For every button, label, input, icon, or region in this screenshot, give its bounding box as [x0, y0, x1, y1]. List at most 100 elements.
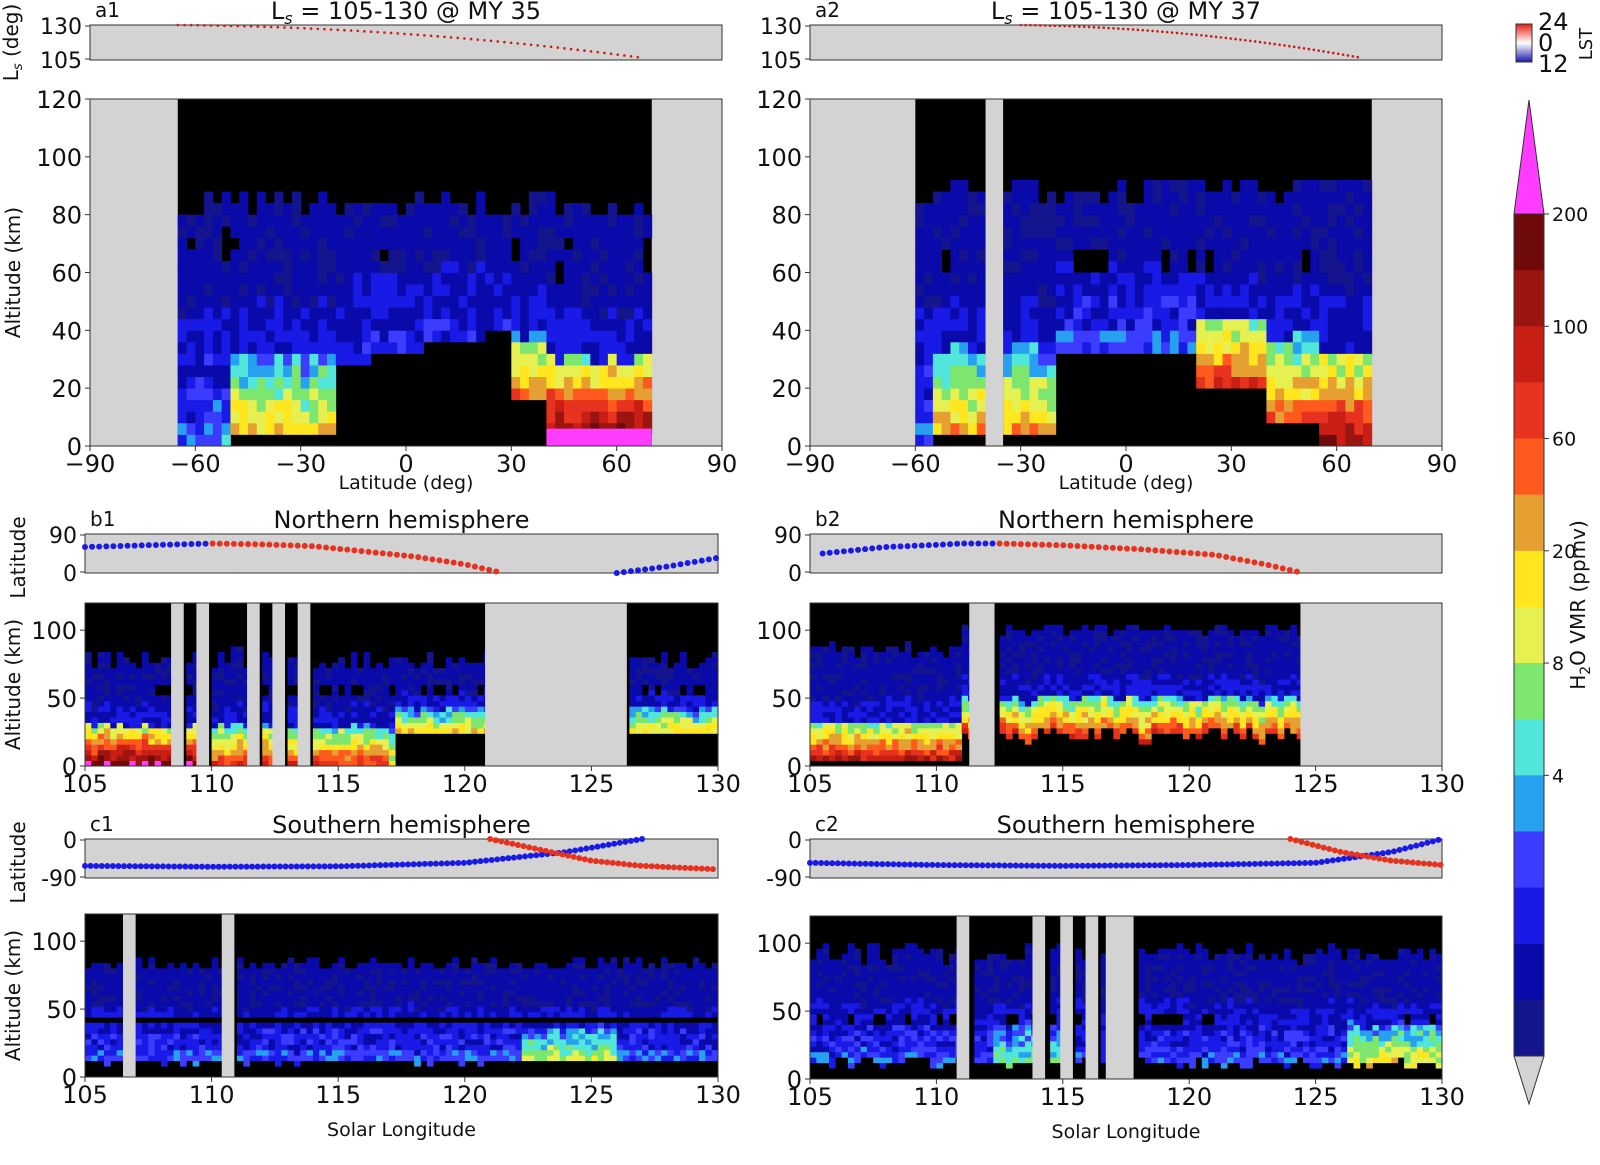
heatmap-cell: [1050, 646, 1057, 653]
heatmap-cell: [283, 422, 293, 435]
heatmap-cell: [248, 399, 258, 412]
heatmap-cell: [1220, 717, 1228, 723]
heatmap-cell: [414, 679, 421, 685]
heatmap-cell: [141, 689, 149, 696]
heatmap-cell: [135, 1033, 143, 1040]
heatmap-cell: [520, 365, 530, 377]
heatmap-cell: [1043, 630, 1051, 636]
heatmap-cell: [1024, 635, 1032, 642]
heatmap-cell: [841, 662, 849, 669]
heatmap-cell: [564, 411, 574, 424]
heatmap-cell: [581, 399, 591, 412]
heatmap-cell: [363, 657, 371, 664]
heatmap-cell: [1336, 203, 1346, 216]
heatmap-cell: [1363, 434, 1373, 447]
heatmap-cell: [635, 695, 643, 702]
heatmap-cell: [950, 307, 960, 320]
heatmap-cell: [1327, 249, 1338, 262]
x-axis-label-a2: Latitude (deg): [1059, 472, 1194, 494]
heatmap-cell: [1271, 711, 1279, 718]
heatmap-cell: [917, 689, 925, 696]
heatmap-cell: [452, 722, 459, 729]
heatmap-cell: [464, 689, 472, 696]
heatmap-cell: [110, 668, 118, 675]
x-tick-label: 110: [913, 770, 959, 798]
heatmap-cell: [1327, 226, 1338, 239]
heatmap-cell: [1024, 679, 1032, 685]
no-data-region: [90, 99, 178, 446]
heatmap-cell: [103, 968, 111, 975]
heatmap-cell: [335, 341, 345, 354]
heatmap-cell: [1050, 684, 1057, 691]
heatmap-cell: [955, 738, 963, 745]
heatmap-cell: [85, 684, 92, 691]
heatmap-cell: [420, 700, 428, 707]
heatmap-cell: [85, 1049, 92, 1056]
heatmap-cell: [1138, 673, 1146, 680]
heatmap-cell: [167, 706, 175, 713]
heatmap-cell: [1163, 711, 1171, 718]
heatmap-cell: [959, 295, 969, 308]
heatmap-cell: [699, 662, 706, 669]
heatmap-cell: [1363, 341, 1373, 354]
heatmap-cell: [432, 330, 442, 343]
heatmap-cell: [382, 695, 390, 702]
heatmap-cell: [572, 214, 582, 227]
heatmap-cell: [350, 744, 358, 751]
heatmap-cell: [239, 388, 249, 401]
heatmap-cell: [103, 662, 111, 669]
heatmap-cell: [941, 318, 951, 331]
heatmap-cell: [91, 1000, 99, 1007]
heatmap-cell: [268, 673, 276, 680]
heatmap-cell: [1100, 695, 1108, 702]
heatmap-cell: [1029, 365, 1039, 377]
heatmap-cell: [198, 1044, 206, 1051]
heatmap-cell: [1132, 717, 1140, 723]
heatmap-cell: [642, 662, 649, 669]
heatmap-cell: [1239, 630, 1247, 636]
heatmap-cell: [212, 353, 223, 366]
heatmap-cell: [1050, 651, 1057, 658]
heatmap-cell: [141, 733, 149, 740]
heatmap-cell: [192, 662, 200, 669]
heatmap-cell: [388, 260, 398, 273]
heatmap-cell: [1233, 700, 1241, 707]
heatmap-cell: [388, 318, 398, 331]
heatmap-cell: [1056, 673, 1064, 680]
heatmap-cell: [961, 635, 969, 642]
heatmap-cell: [1220, 706, 1228, 713]
heatmap-cell: [363, 684, 371, 691]
heatmap-cell: [1138, 717, 1146, 723]
heatmap-cell: [1012, 706, 1019, 713]
heatmap-cell: [816, 689, 824, 696]
heatmap-cell: [471, 668, 478, 675]
heatmap-cell: [471, 722, 478, 729]
heatmap-cell: [1345, 365, 1355, 377]
heatmap-cell: [572, 353, 582, 366]
heatmap-cell: [262, 668, 269, 675]
heatmap-cell: [205, 1000, 212, 1007]
heatmap-cell: [625, 237, 635, 250]
heatmap-cell: [1354, 203, 1364, 216]
heatmap-cell: [1043, 641, 1051, 647]
heatmap-cell: [936, 689, 944, 696]
heatmap-cell: [1073, 307, 1083, 320]
heatmap-cell: [1363, 295, 1373, 308]
title-part: = 105-130 @ MY 35: [293, 0, 541, 25]
heatmap-cell: [961, 668, 969, 675]
heatmap-cell: [129, 679, 137, 685]
heatmap-cell: [955, 657, 963, 664]
heatmap-cell: [91, 668, 99, 675]
heatmap-cell: [198, 990, 206, 996]
heatmap-cell: [835, 749, 842, 756]
heatmap-cell: [445, 684, 453, 691]
heatmap-cell: [248, 411, 258, 424]
heatmap-cell: [1144, 646, 1152, 653]
heatmap-cell: [959, 191, 969, 204]
heatmap-cell: [572, 411, 582, 424]
heatmap-cell: [828, 695, 836, 702]
heatmap-cell: [1117, 272, 1127, 285]
heatmap-cell: [1284, 353, 1294, 366]
heatmap-cell: [116, 979, 124, 986]
heatmap-cell: [1213, 295, 1223, 308]
